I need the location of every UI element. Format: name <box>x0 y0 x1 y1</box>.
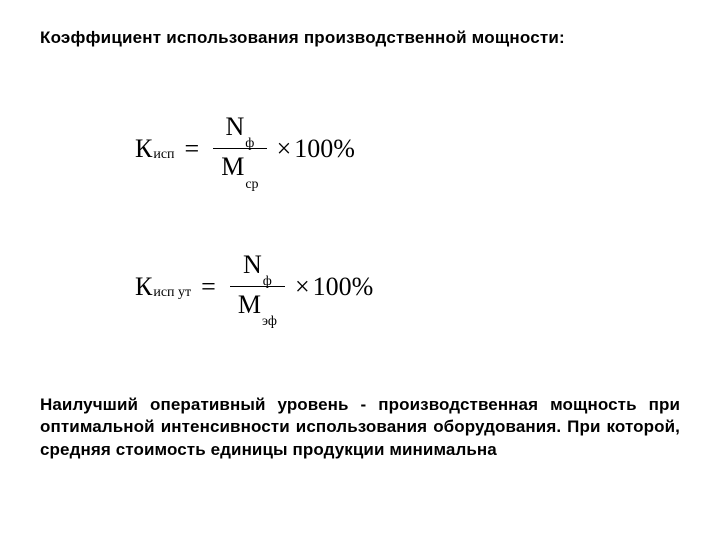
document-page: Коэффициент использования производственн… <box>0 0 720 462</box>
fraction: Nф Mср <box>213 110 266 188</box>
formula-2: Кисп ут = Nф Mэф × 100% <box>135 248 680 326</box>
rhs: 100% <box>313 272 374 302</box>
num-sub: ф <box>245 136 254 151</box>
fraction-line <box>213 148 266 149</box>
num-sub: ф <box>263 274 272 289</box>
rhs: 100% <box>294 134 355 164</box>
formula-1: Кисп = Nф Mср × 100% <box>135 110 680 188</box>
body-paragraph: Наилучший оперативный уровень - производ… <box>40 394 680 463</box>
den-sub: эф <box>262 314 277 329</box>
fraction: Nф Mэф <box>230 248 285 326</box>
num-base: N <box>225 112 244 141</box>
lhs-base: К <box>135 134 152 164</box>
times-sign: × <box>277 134 292 164</box>
equals-sign: = <box>201 272 216 302</box>
fraction-line <box>230 286 285 287</box>
den-base: M <box>221 152 244 181</box>
den-base: M <box>238 290 261 319</box>
num-base: N <box>243 250 262 279</box>
lhs-sub: исп ут <box>153 285 191 301</box>
lhs-base: К <box>135 272 152 302</box>
den-sub: ср <box>245 177 258 192</box>
equals-sign: = <box>185 134 200 164</box>
lhs-sub: исп <box>153 147 174 163</box>
page-title: Коэффициент использования производственн… <box>40 28 680 48</box>
times-sign: × <box>295 272 310 302</box>
